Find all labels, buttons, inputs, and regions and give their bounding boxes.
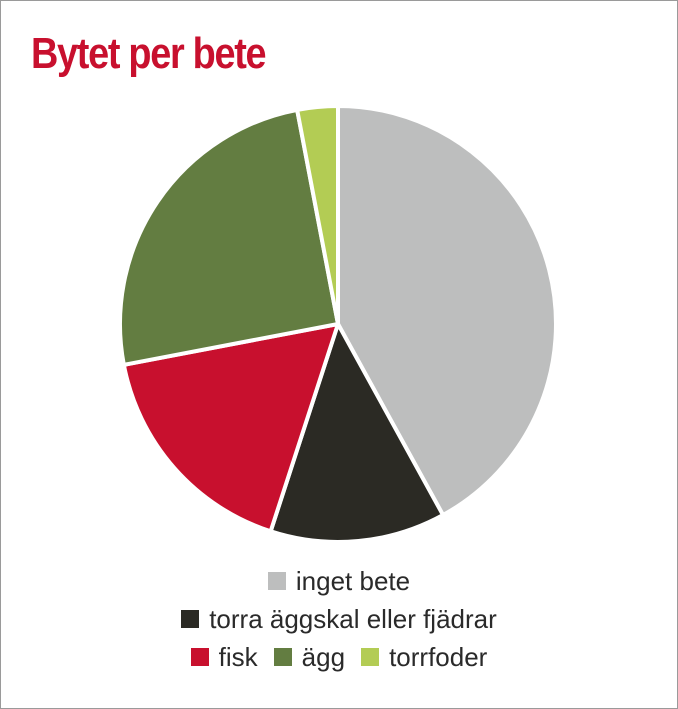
pie-slice-torrfoder — [295, 104, 340, 326]
legend-label: ägg — [301, 641, 346, 672]
legend-item-torra-aggskal: torra äggskal eller fjädrar — [181, 604, 497, 635]
legend: inget bete torra äggskal eller fjädrar f… — [0, 562, 678, 676]
legend-item-torrfoder: torrfoder — [361, 642, 487, 673]
legend-row-2: torra äggskal eller fjädrar — [0, 600, 678, 638]
legend-swatch — [361, 648, 380, 666]
chart-title: Bytet per bete — [31, 29, 267, 78]
legend-row-1: inget bete — [0, 562, 678, 600]
legend-label: torra äggskal eller fjädrar — [209, 603, 497, 634]
legend-item-inget-bete: inget bete — [267, 565, 411, 597]
pie-slice-inget-bete — [336, 104, 558, 518]
legend-item-agg: ägg — [273, 641, 346, 673]
legend-label: inget bete — [295, 565, 411, 596]
legend-swatch — [190, 648, 209, 666]
legend-label: torrfoder — [389, 641, 488, 672]
legend-swatch — [273, 648, 292, 666]
pie-slice-torra-aggskal-eller-fjadrar — [268, 322, 446, 544]
legend-row-3: fisk ägg torrfoder — [0, 638, 678, 676]
pie-slice-fisk — [121, 322, 340, 534]
legend-swatch — [267, 572, 286, 590]
pie-slice-agg — [118, 107, 340, 367]
legend-swatch — [181, 610, 200, 628]
pie-slices — [118, 104, 558, 544]
pie-chart — [118, 104, 558, 544]
legend-item-fisk: fisk — [190, 641, 258, 673]
legend-label: fisk — [218, 641, 258, 672]
